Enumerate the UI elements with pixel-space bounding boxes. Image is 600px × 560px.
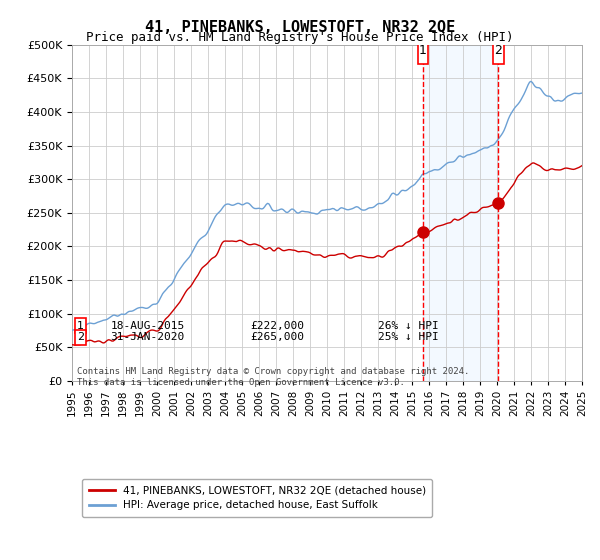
FancyBboxPatch shape bbox=[418, 38, 428, 64]
FancyBboxPatch shape bbox=[493, 38, 503, 64]
Text: 26% ↓ HPI: 26% ↓ HPI bbox=[378, 321, 439, 331]
Text: 1: 1 bbox=[419, 44, 427, 57]
Text: 31-JAN-2020: 31-JAN-2020 bbox=[110, 333, 185, 343]
Text: £265,000: £265,000 bbox=[251, 333, 305, 343]
Text: 18-AUG-2015: 18-AUG-2015 bbox=[110, 321, 185, 331]
Text: 2: 2 bbox=[494, 44, 502, 57]
Text: Contains HM Land Registry data © Crown copyright and database right 2024.
This d: Contains HM Land Registry data © Crown c… bbox=[77, 367, 469, 387]
Text: 2: 2 bbox=[77, 333, 84, 343]
Text: 25% ↓ HPI: 25% ↓ HPI bbox=[378, 333, 439, 343]
Bar bbox=[422, 45, 499, 381]
Legend: 41, PINEBANKS, LOWESTOFT, NR32 2QE (detached house), HPI: Average price, detache: 41, PINEBANKS, LOWESTOFT, NR32 2QE (deta… bbox=[82, 479, 433, 517]
Text: £222,000: £222,000 bbox=[251, 321, 305, 331]
Text: 41, PINEBANKS, LOWESTOFT, NR32 2QE: 41, PINEBANKS, LOWESTOFT, NR32 2QE bbox=[145, 20, 455, 35]
Text: 1: 1 bbox=[77, 321, 84, 331]
Text: Price paid vs. HM Land Registry's House Price Index (HPI): Price paid vs. HM Land Registry's House … bbox=[86, 31, 514, 44]
